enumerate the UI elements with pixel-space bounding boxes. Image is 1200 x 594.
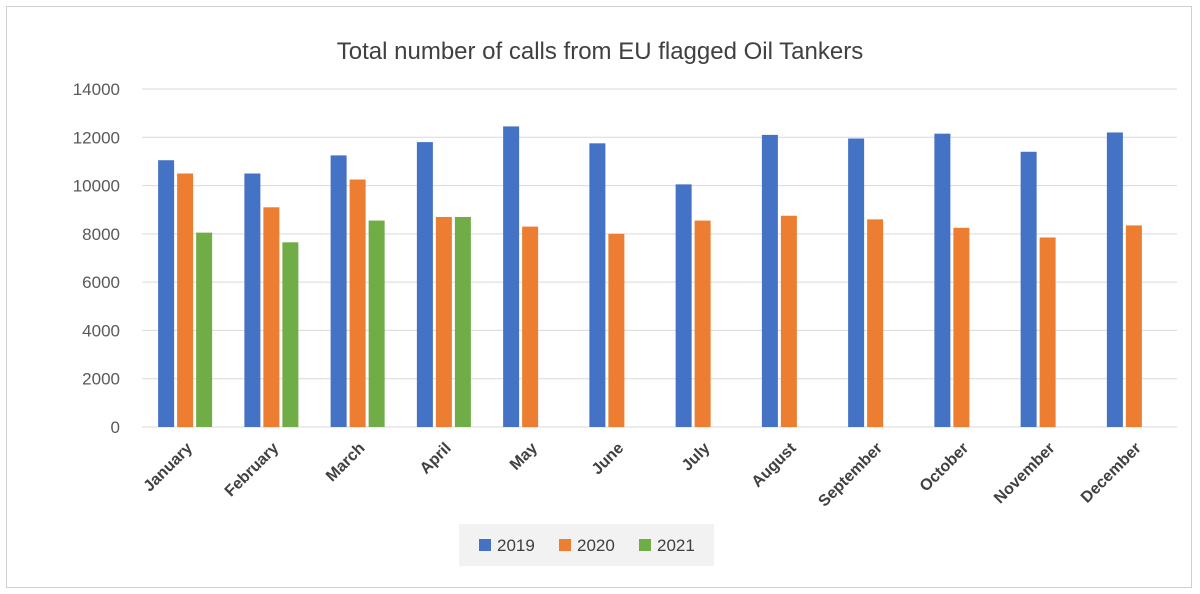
bar-2019-november bbox=[1020, 151, 1037, 427]
bar-2020-april bbox=[435, 216, 452, 427]
y-tick-label: 8000 bbox=[82, 225, 120, 244]
bar-2020-september bbox=[867, 219, 884, 427]
y-tick-label: 2000 bbox=[82, 370, 120, 389]
gridlines bbox=[142, 88, 1177, 428]
y-tick-label: 4000 bbox=[82, 321, 120, 340]
x-tick-label: August bbox=[749, 439, 800, 490]
bar-2019-september bbox=[848, 138, 865, 427]
bar-2020-november bbox=[1039, 237, 1056, 427]
legend-box bbox=[459, 524, 714, 566]
bar-2019-march bbox=[330, 155, 347, 427]
bar-2019-may bbox=[503, 126, 520, 428]
bar-2019-july bbox=[675, 184, 692, 427]
bar-2020-february bbox=[263, 207, 280, 427]
bar-2021-january bbox=[196, 232, 213, 427]
bar-2021-february bbox=[282, 242, 299, 427]
x-axis-labels: January February March April May June July Augu… bbox=[141, 439, 1145, 510]
bar-2021-march bbox=[368, 220, 385, 427]
x-tick-label: April bbox=[417, 440, 455, 478]
legend-swatch-2021 bbox=[639, 539, 651, 551]
x-tick-label: June bbox=[589, 440, 627, 478]
bars bbox=[158, 126, 1142, 428]
y-axis-ticks: 0 2000 4000 6000 8000 10000 12000 14000 bbox=[73, 80, 120, 437]
legend-label-2020: 2020 bbox=[577, 536, 615, 555]
bar-2019-april bbox=[416, 142, 433, 427]
bar-2020-october bbox=[953, 227, 970, 427]
x-tick-label: December bbox=[1078, 440, 1145, 507]
legend-swatch-2020 bbox=[559, 539, 571, 551]
bar-2020-may bbox=[522, 226, 539, 427]
bar-2020-january bbox=[177, 173, 194, 427]
bar-2020-june bbox=[608, 233, 625, 427]
bar-2020-march bbox=[349, 179, 366, 427]
x-tick-label: February bbox=[222, 440, 283, 501]
bar-2020-december bbox=[1125, 225, 1142, 427]
x-tick-label: September bbox=[815, 440, 886, 511]
x-tick-label: January bbox=[141, 440, 196, 495]
bar-2019-october bbox=[934, 133, 951, 427]
bar-2019-december bbox=[1106, 132, 1123, 427]
bar-2019-august bbox=[761, 134, 778, 427]
legend-label-2019: 2019 bbox=[497, 536, 535, 555]
y-tick-label: 6000 bbox=[82, 273, 120, 292]
bar-2019-january bbox=[158, 160, 175, 427]
x-tick-label: November bbox=[991, 440, 1058, 507]
legend: 2019 2020 2021 bbox=[459, 524, 714, 566]
y-tick-label: 14000 bbox=[73, 80, 120, 99]
chart-title: Total number of calls from EU flagged Oi… bbox=[337, 38, 863, 65]
bar-2019-june bbox=[589, 143, 606, 428]
chart-svg: Total number of calls from EU flagged Oi… bbox=[73, 38, 1177, 566]
x-tick-label: March bbox=[323, 440, 368, 485]
x-tick-label: July bbox=[679, 440, 714, 475]
bar-2019-february bbox=[244, 173, 261, 427]
y-tick-label: 12000 bbox=[73, 128, 120, 147]
x-tick-label: May bbox=[507, 440, 541, 474]
y-tick-label: 10000 bbox=[73, 177, 120, 196]
legend-swatch-2019 bbox=[479, 539, 491, 551]
bar-2020-august bbox=[780, 215, 797, 427]
bar-2021-april bbox=[454, 216, 471, 427]
y-tick-label: 0 bbox=[111, 418, 120, 437]
chart-frame: Total number of calls from EU flagged Oi… bbox=[6, 6, 1192, 588]
bar-2020-july bbox=[694, 220, 711, 427]
x-tick-label: October bbox=[917, 440, 972, 495]
legend-label-2021: 2021 bbox=[657, 536, 695, 555]
